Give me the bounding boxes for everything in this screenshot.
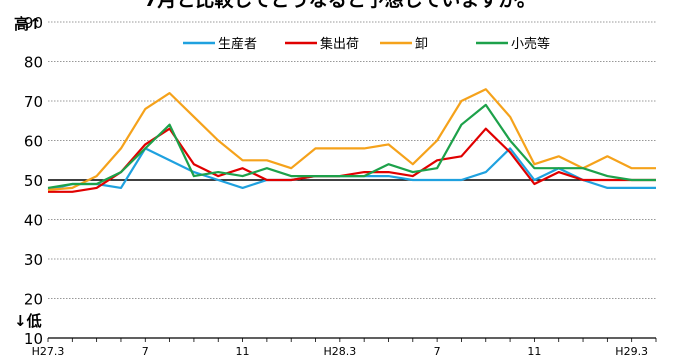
x-tick-label: H27.3 bbox=[32, 345, 65, 358]
legend-label: 小売等 bbox=[511, 36, 550, 52]
x-tick-label: 11 bbox=[236, 345, 250, 358]
series-line-2 bbox=[47, 88, 656, 191]
y-tick-label: 20 bbox=[24, 291, 43, 309]
y-tick-label: 80 bbox=[24, 54, 43, 72]
series-lines bbox=[47, 88, 656, 193]
x-tick-label: 7 bbox=[434, 345, 441, 358]
x-axis-ticks: H27.3 7 11 H28.3 7 11 H29.3 bbox=[32, 338, 657, 358]
series-line-1 bbox=[48, 127, 656, 193]
x-tick-label: 7 bbox=[142, 345, 149, 358]
x-tick-label: H29.3 bbox=[615, 345, 648, 358]
legend: 生産者 集出荷 卸 小売等 bbox=[183, 36, 550, 52]
legend-label: 集出荷 bbox=[320, 36, 359, 52]
chart-title: 7月と比較してどうなると予想していますか。 bbox=[144, 0, 536, 11]
y-tick-label: 30 bbox=[24, 251, 43, 269]
y-high-label: 高↑ bbox=[14, 15, 42, 33]
legend-label: 生産者 bbox=[218, 36, 257, 52]
y-tick-label: 60 bbox=[24, 133, 43, 151]
y-tick-label: 70 bbox=[24, 93, 43, 111]
y-tick-label: 40 bbox=[24, 212, 43, 230]
y-axis-ticks: 10 20 30 40 50 60 70 80 90 bbox=[24, 14, 43, 348]
series-line-3 bbox=[47, 103, 656, 189]
x-tick-label: H28.3 bbox=[323, 345, 356, 358]
y-tick-label: 50 bbox=[24, 172, 43, 190]
y-tick-label: 10 bbox=[24, 330, 43, 348]
legend-label: 卸 bbox=[415, 36, 428, 52]
x-tick-label: 11 bbox=[527, 345, 541, 358]
y-low-label: ↓低 bbox=[14, 312, 42, 330]
y-tick-label: 90 bbox=[24, 14, 43, 32]
